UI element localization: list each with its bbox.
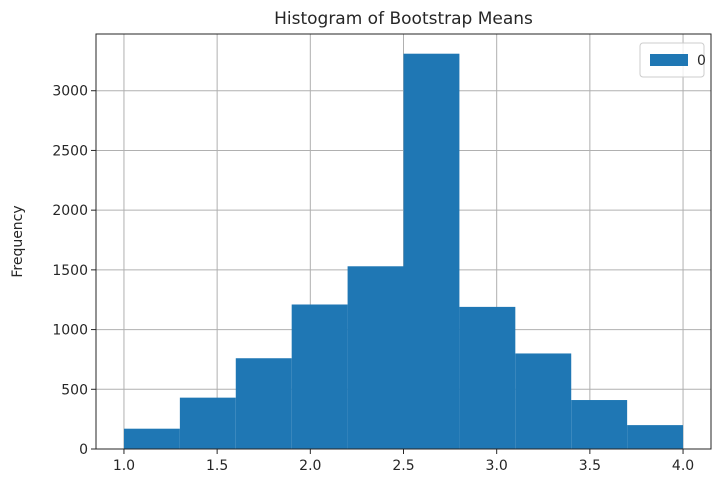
y-tick-label: 2500 [52, 143, 88, 159]
y-tick-label: 3000 [52, 84, 88, 100]
axis-ticks: 1.0 1.5 2.0 2.5 3.0 3.5 4.0 0 500 1000 1500 2000 250… [52, 84, 694, 474]
histogram-bar [515, 353, 572, 449]
x-tick-label: 2.0 [299, 458, 321, 474]
legend: 0 [639, 42, 706, 78]
x-tick-label: 1.0 [113, 458, 135, 474]
x-tick-label: 3.5 [579, 458, 601, 474]
histogram-bar [291, 304, 348, 449]
x-tick-label: 3.0 [486, 458, 508, 474]
legend-swatch [650, 54, 688, 66]
histogram-bar [459, 306, 516, 449]
histogram-bar [571, 400, 628, 449]
x-tick-label: 1.5 [206, 458, 228, 474]
x-tick-label: 4.0 [672, 458, 694, 474]
y-tick-label: 500 [61, 382, 88, 398]
histogram-bar [347, 266, 404, 449]
histogram-bar [179, 397, 236, 449]
y-axis-label: Frequency [10, 205, 26, 277]
x-tick-label: 2.5 [392, 458, 414, 474]
histogram-bar [627, 425, 684, 449]
chart-title: Histogram of Bootstrap Means [274, 9, 533, 29]
y-tick-label: 2000 [52, 203, 88, 219]
histogram-bar [235, 358, 292, 449]
y-tick-label: 1000 [52, 323, 88, 339]
histogram-bars [123, 53, 684, 449]
histogram-bar [123, 428, 180, 449]
y-tick-label: 1500 [52, 263, 88, 279]
y-tick-label: 0 [79, 442, 88, 458]
histogram-bar [403, 53, 460, 449]
legend-entry-label: 0 [697, 53, 706, 69]
